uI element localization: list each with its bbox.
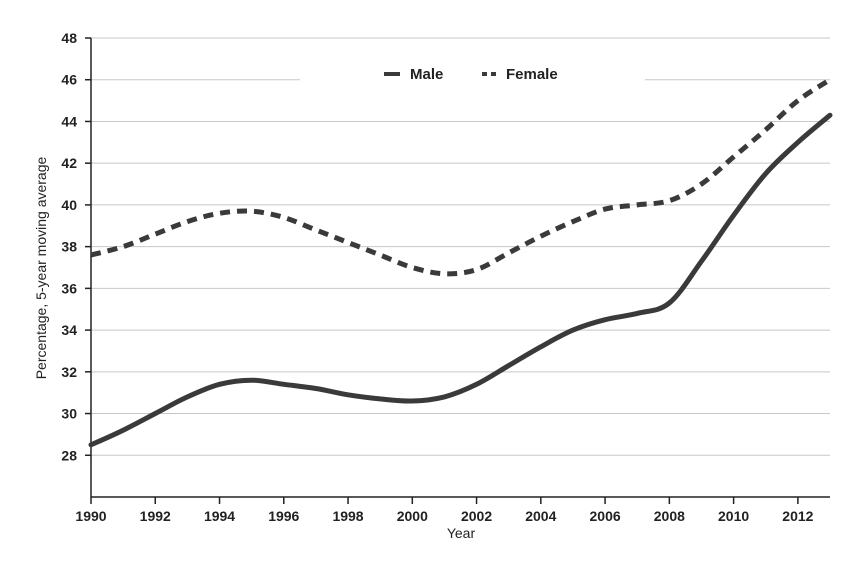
y-tick-label: 28 <box>61 447 77 463</box>
legend-background <box>300 60 645 90</box>
y-tick-label: 48 <box>61 30 77 46</box>
x-tick-label: 2012 <box>782 508 813 524</box>
y-tick-label: 32 <box>61 364 77 380</box>
y-tick-label: 44 <box>61 113 77 129</box>
x-tick-label: 1992 <box>140 508 171 524</box>
y-tick-label: 42 <box>61 155 77 171</box>
y-tick-label: 30 <box>61 406 77 422</box>
x-tick-label: 2002 <box>461 508 492 524</box>
x-tick-label: 1994 <box>204 508 235 524</box>
x-tick-label: 2010 <box>718 508 749 524</box>
x-tick-label: 2004 <box>525 508 556 524</box>
series-line-female <box>90 77 832 277</box>
gridlines <box>91 37 830 456</box>
x-tick-label: 1996 <box>268 508 299 524</box>
x-tick-label: 1990 <box>75 508 106 524</box>
x-axis-ticks: 1990 1992 1994 1996 1998 2000 2002 2004 2006 2008… <box>75 497 814 524</box>
x-tick-label: 2008 <box>654 508 685 524</box>
legend: Male Female <box>300 60 645 90</box>
x-tick-label: 1998 <box>332 508 363 524</box>
x-tick-label: 2006 <box>590 508 621 524</box>
y-tick-label: 40 <box>61 197 77 213</box>
y-tick-label: 36 <box>61 280 77 296</box>
x-axis-title: Year <box>447 525 476 541</box>
x-tick-label: 2000 <box>397 508 428 524</box>
series-line-male <box>88 112 833 448</box>
y-tick-label: 38 <box>61 239 77 255</box>
legend-label-female: Female <box>506 66 558 83</box>
legend-label-male: Male <box>410 66 443 83</box>
y-axis-title: Percentage, 5-year moving average <box>33 157 49 380</box>
y-tick-label: 46 <box>61 72 77 88</box>
y-axis-ticks: 28 30 32 34 36 38 40 42 44 46 48 <box>61 30 91 463</box>
series-layer <box>88 77 833 448</box>
y-tick-label: 34 <box>61 322 77 338</box>
